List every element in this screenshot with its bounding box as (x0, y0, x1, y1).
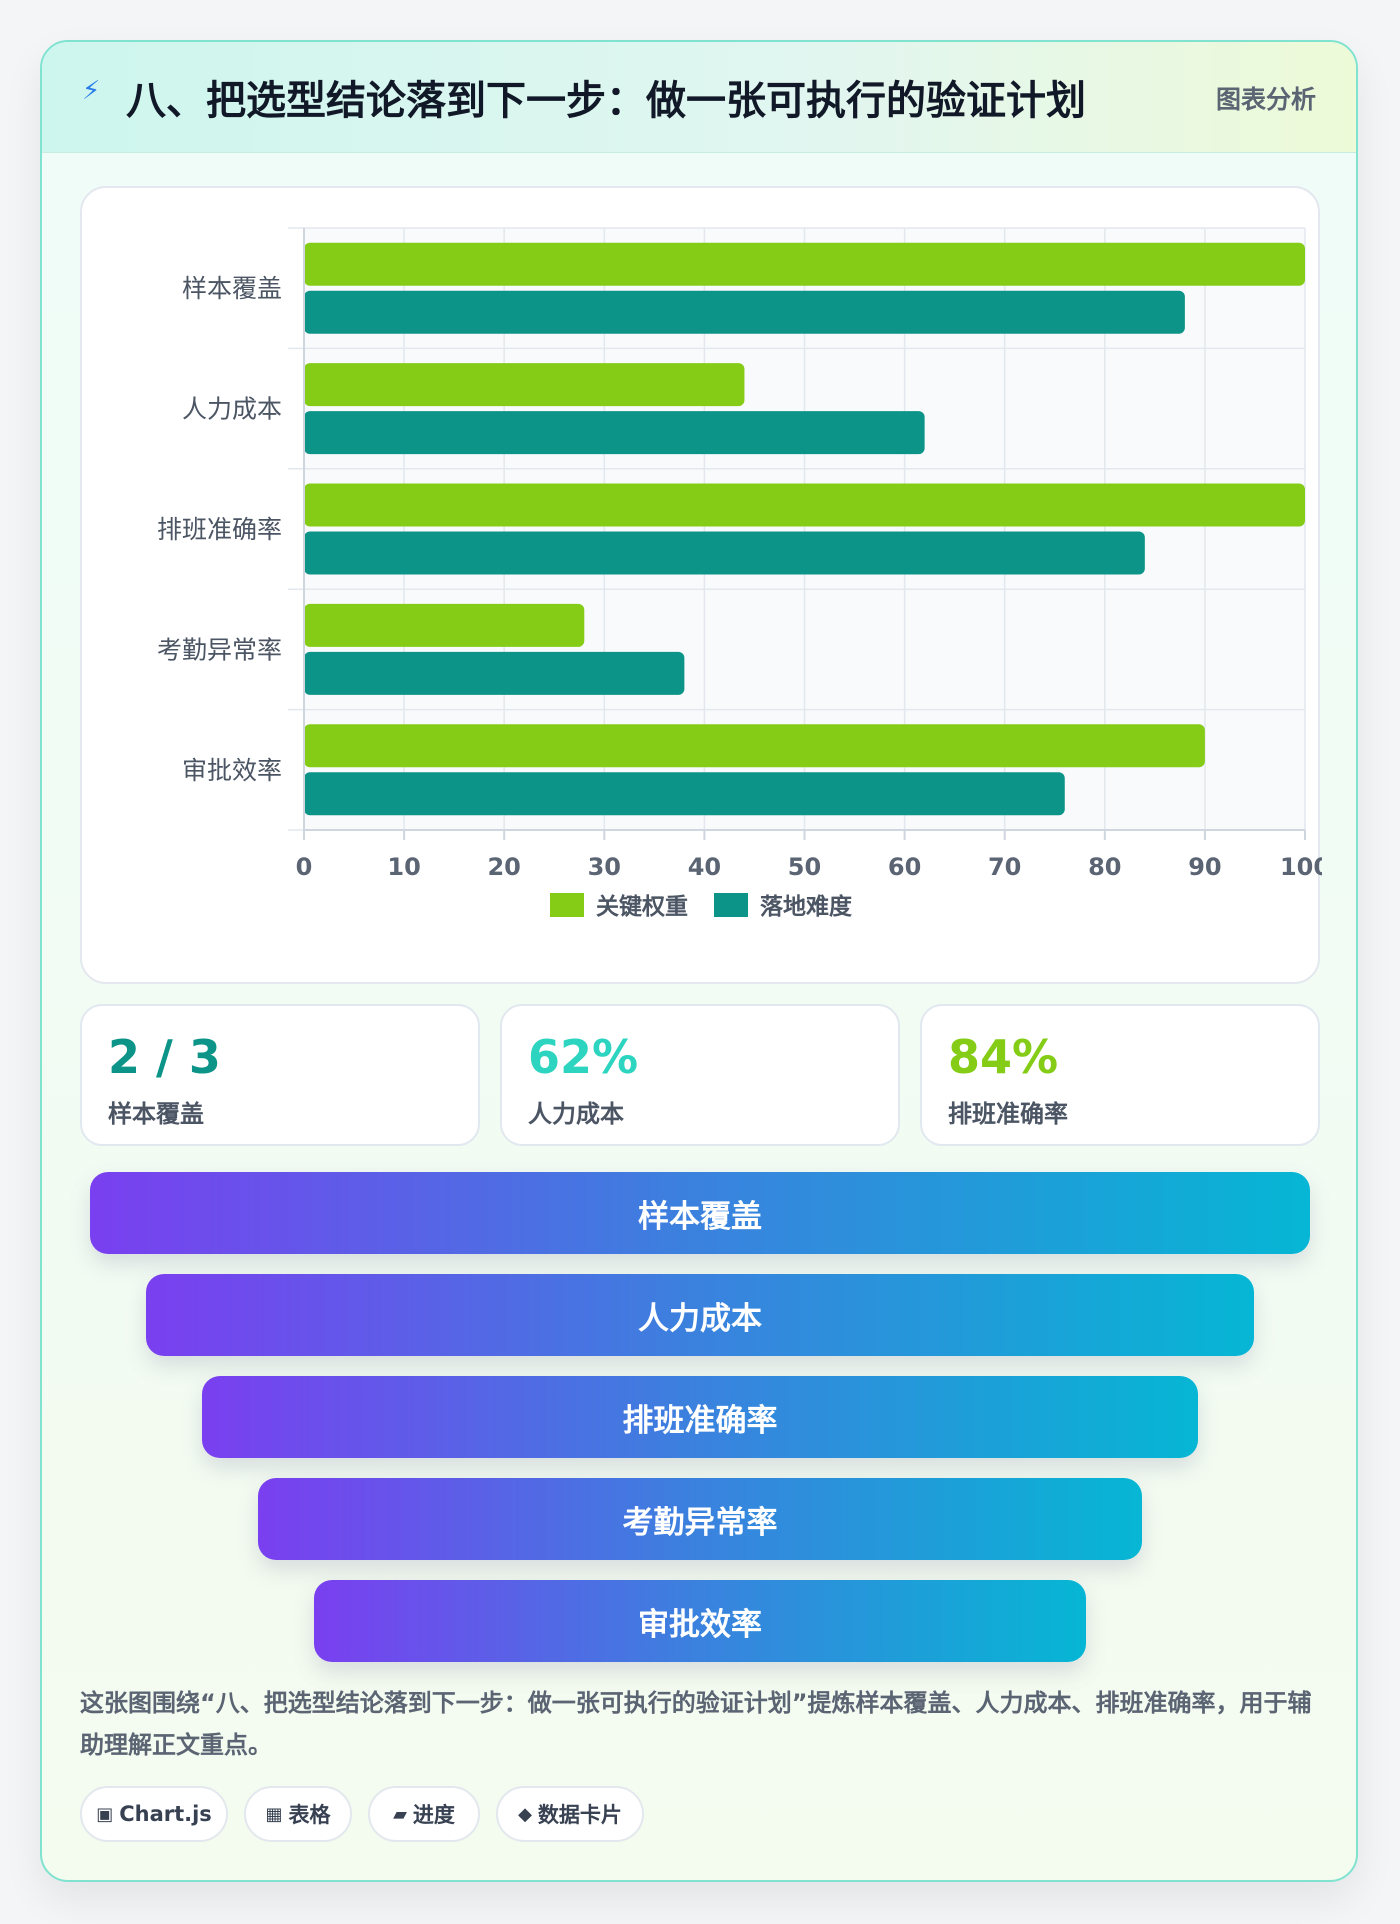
kpi-label: 样本覆盖 (108, 1100, 204, 1128)
kpi-card: 62% 人力成本 (500, 1004, 900, 1146)
chip-label: 表格 (288, 1803, 331, 1827)
y-tick-label: 审批效率 (182, 756, 282, 785)
page-title: 八、把选型结论落到下一步：做一张可执行的验证计划 (126, 78, 1086, 124)
card-header: ⚡ 八、把选型结论落到下一步：做一张可执行的验证计划 图表分析 (42, 42, 1356, 153)
funnel-step: 样本覆盖 (90, 1172, 1310, 1254)
kpi-value: 62% (528, 1030, 639, 1084)
legend-label: 落地难度 (760, 893, 853, 920)
chip-table[interactable]: ▦ 表格 (244, 1786, 352, 1842)
bar-weight (304, 483, 1305, 527)
kpi-value: 2 / 3 (108, 1030, 221, 1084)
bar-difficulty (304, 411, 925, 455)
chip-label: Chart.js (119, 1802, 212, 1826)
table-icon: ▦ (265, 1803, 283, 1825)
x-tick-label: 30 (588, 853, 621, 881)
bolt-icon: ⚡ (82, 76, 101, 106)
legend-swatch (550, 893, 584, 917)
bar-weight (304, 724, 1205, 768)
kpi-label: 人力成本 (528, 1100, 624, 1128)
chart-icon: ▣ (96, 1803, 114, 1825)
chart-card: ⚡ 八、把选型结论落到下一步：做一张可执行的验证计划 图表分析 样本覆盖 人力成本… (40, 40, 1358, 1882)
chart-summary: 这张图围绕“八、把选型结论落到下一步：做一张可执行的验证计划”提炼样本覆盖、人力… (80, 1689, 1312, 1759)
bar-difficulty (304, 651, 685, 695)
y-tick-label: 人力成本 (182, 395, 282, 424)
x-tick-label: 20 (487, 853, 520, 881)
kpi-card: 2 / 3 样本覆盖 (80, 1004, 480, 1146)
bar-difficulty (304, 290, 1185, 334)
chart-analysis-tag: 图表分析 (1215, 85, 1316, 114)
kpi-value: 84% (948, 1030, 1059, 1084)
chip-progress[interactable]: ▰ 进度 (368, 1786, 480, 1842)
funnel-step: 审批效率 (314, 1580, 1086, 1662)
bar-weight (304, 603, 585, 647)
x-tick-label: 60 (888, 853, 921, 881)
kpi-row: 2 / 3 样本覆盖 62% 人力成本 84% 排班准确率 (80, 1004, 1320, 1146)
bar-weight (304, 363, 745, 407)
chip-label: 数据卡片 (537, 1803, 622, 1827)
diamond-icon: ◆ (518, 1803, 532, 1825)
legend-swatch (714, 893, 748, 917)
bar-difficulty (304, 531, 1145, 575)
kpi-label: 排班准确率 (948, 1100, 1068, 1128)
bar-chart-panel: 样本覆盖人力成本排班准确率考勤异常率审批效率 0 10 20 30 40 50 60 70 80 9… (80, 186, 1322, 984)
x-tick-label: 40 (688, 853, 721, 881)
funnel-step: 考勤异常率 (258, 1478, 1142, 1560)
x-tick-label: 100 (1280, 853, 1322, 881)
bar-difficulty (304, 772, 1065, 816)
funnel-step: 排班准确率 (202, 1376, 1198, 1458)
chip-data-card[interactable]: ◆ 数据卡片 (496, 1786, 644, 1842)
chip-label: 进度 (412, 1803, 455, 1827)
x-tick-label: 80 (1088, 853, 1121, 881)
progress-icon: ▰ (393, 1803, 407, 1825)
funnel-step: 人力成本 (146, 1274, 1254, 1356)
x-tick-label: 90 (1188, 853, 1221, 881)
x-tick-label: 70 (988, 853, 1021, 881)
y-tick-label: 考勤异常率 (157, 635, 282, 664)
chip-chartjs[interactable]: ▣ Chart.js (80, 1786, 228, 1842)
y-tick-label: 排班准确率 (157, 515, 282, 544)
x-tick-label: 50 (788, 853, 821, 881)
bar-weight (304, 242, 1305, 286)
x-tick-label: 0 (296, 853, 313, 881)
legend-label: 关键权重 (596, 893, 688, 920)
x-tick-label: 10 (387, 853, 420, 881)
y-tick-label: 样本覆盖 (182, 274, 282, 303)
kpi-card: 84% 排班准确率 (920, 1004, 1320, 1146)
